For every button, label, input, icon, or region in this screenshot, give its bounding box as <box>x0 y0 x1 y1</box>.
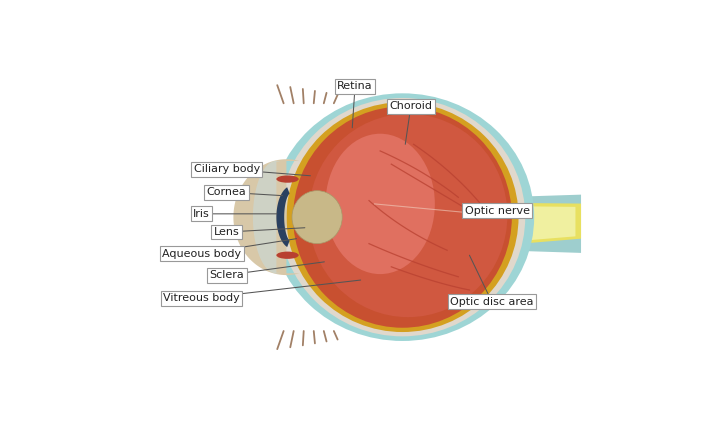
Ellipse shape <box>292 190 342 244</box>
Ellipse shape <box>309 114 508 317</box>
Text: Sclera: Sclera <box>210 262 324 280</box>
Text: Optic disc area: Optic disc area <box>450 255 534 307</box>
Text: Choroid: Choroid <box>390 101 432 144</box>
Ellipse shape <box>293 107 512 328</box>
Ellipse shape <box>271 93 534 341</box>
Text: Optic nerve: Optic nerve <box>465 206 530 217</box>
Polygon shape <box>233 159 300 275</box>
Polygon shape <box>510 195 581 253</box>
Text: Iris: Iris <box>193 209 277 219</box>
Text: Retina: Retina <box>337 81 373 128</box>
Text: Cornea: Cornea <box>207 187 282 197</box>
Text: Vitreous body: Vitreous body <box>163 280 361 303</box>
Ellipse shape <box>325 134 435 274</box>
Ellipse shape <box>287 102 518 332</box>
Ellipse shape <box>276 175 299 183</box>
Polygon shape <box>253 161 280 273</box>
Ellipse shape <box>276 252 299 259</box>
Ellipse shape <box>280 98 526 336</box>
Text: Aqueous body: Aqueous body <box>162 239 297 258</box>
Polygon shape <box>276 187 289 247</box>
Polygon shape <box>515 206 575 241</box>
Polygon shape <box>510 203 581 245</box>
Text: Ciliary body: Ciliary body <box>194 164 310 176</box>
Text: Lens: Lens <box>214 227 305 237</box>
